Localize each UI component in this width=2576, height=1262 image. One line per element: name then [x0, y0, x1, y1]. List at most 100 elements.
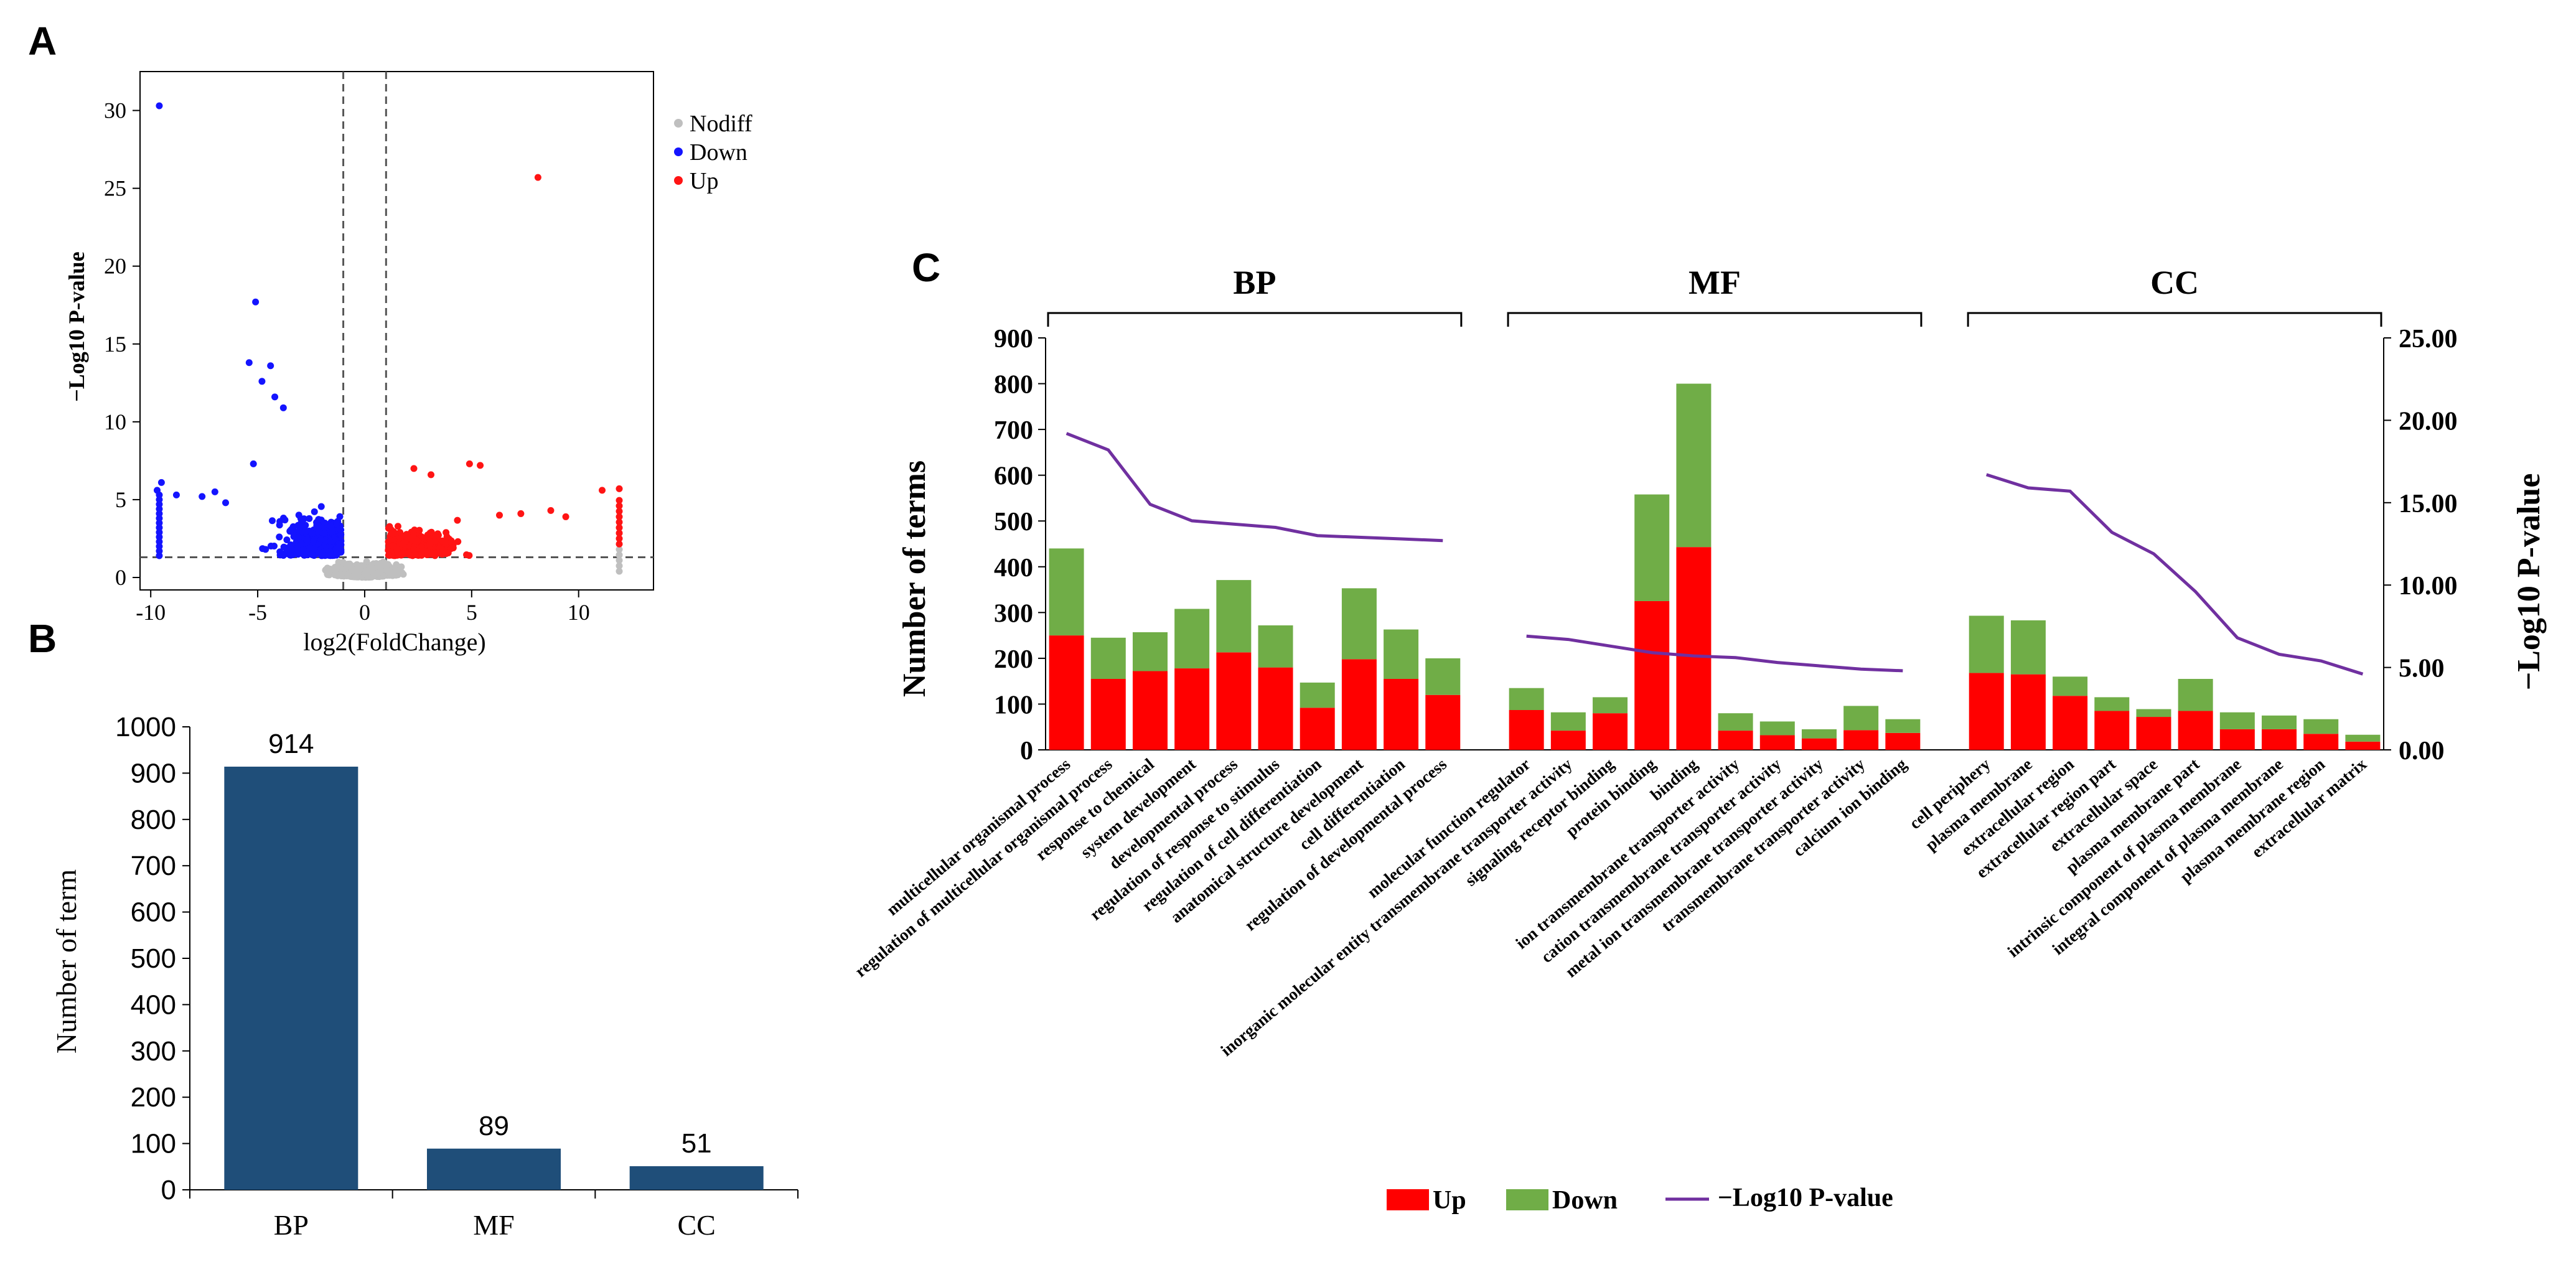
- bar-up: [1216, 652, 1252, 750]
- down-point: [327, 551, 334, 559]
- y-tick-label: 0: [115, 565, 126, 590]
- up-point: [616, 530, 623, 537]
- up-point: [616, 535, 623, 542]
- left-tick-label: 600: [994, 462, 1033, 491]
- left-tick-label: 400: [994, 554, 1033, 582]
- right-tick-label: 5.00: [2399, 655, 2445, 683]
- y-tick-label: 10: [104, 409, 126, 434]
- left-tick-label: 900: [994, 325, 1033, 353]
- bar-down: [2262, 715, 2297, 729]
- up-point: [616, 497, 623, 504]
- bar-down: [1550, 712, 1586, 731]
- down-point: [268, 517, 276, 525]
- x-tick-label-mf: MF: [473, 1209, 514, 1241]
- legend-label-nodiff: Nodiff: [690, 111, 752, 137]
- up-outlier-point: [616, 485, 623, 492]
- up-point: [386, 523, 393, 530]
- up-point: [616, 556, 623, 564]
- left-tick-label: 100: [994, 691, 1033, 719]
- group-bracket-mf: [1507, 312, 1923, 327]
- nodiff-point: [363, 558, 370, 565]
- up-point: [428, 528, 435, 536]
- down-point: [337, 531, 345, 538]
- down-outlier-point: [279, 404, 287, 411]
- legend-marker-down: [674, 147, 683, 156]
- right-tick-label: 10.00: [2399, 572, 2458, 601]
- down-point: [327, 538, 334, 545]
- left-tick-label: 300: [994, 599, 1033, 628]
- legend-label-down-bars: Down: [1552, 1186, 1618, 1215]
- panel-label-c: C: [912, 245, 940, 290]
- bar-down: [1801, 729, 1837, 739]
- bar-down: [2010, 620, 2046, 675]
- legend-marker-up: [674, 176, 683, 185]
- up-point: [447, 537, 455, 545]
- group-title-bp: BP: [1233, 264, 1276, 301]
- bar-up: [1550, 731, 1586, 750]
- bar-up: [2010, 674, 2046, 750]
- bar-down: [1676, 383, 1712, 548]
- down-outlier-point: [154, 487, 161, 494]
- x-tick-label-cc: CC: [677, 1209, 715, 1241]
- up-point: [414, 537, 421, 545]
- nodiff-point: [335, 558, 342, 566]
- y-tick-label: 900: [131, 758, 176, 788]
- down-point: [310, 538, 317, 545]
- nodiff-point: [352, 570, 360, 577]
- bar-bp: [224, 766, 358, 1190]
- nodiff-point: [390, 569, 397, 576]
- bar-up: [2303, 734, 2339, 750]
- data-label-bp: 914: [268, 729, 314, 759]
- legend-swatch-down: [1506, 1189, 1548, 1210]
- group-bracket-bp: [1047, 312, 1463, 327]
- bar-down: [2178, 678, 2213, 711]
- volcano-frame: [139, 71, 654, 591]
- down-point: [335, 543, 343, 551]
- volcano-plot: -10 -5 0 5 10 0 5 10 15 20 25 30: [104, 71, 654, 625]
- up-point: [616, 540, 623, 548]
- volcano-ylabel: −Log10 P-value: [64, 251, 89, 402]
- up-point: [616, 524, 623, 531]
- go-left-ylabel: Number of terms: [897, 460, 932, 697]
- panel-label-a: A: [28, 19, 57, 63]
- nodiff-point: [344, 572, 352, 579]
- down-outlier-point: [222, 499, 229, 507]
- bar-down: [1759, 721, 1795, 736]
- down-point: [267, 543, 274, 550]
- bar-down: [1384, 629, 1419, 679]
- data-label-cc: 51: [681, 1128, 712, 1159]
- pvalue-line-bp: [1066, 432, 1443, 543]
- down-point: [329, 527, 336, 535]
- panel-label-b: B: [28, 616, 57, 661]
- bar-down: [1593, 697, 1628, 714]
- down-point: [300, 546, 307, 553]
- bar-up: [1174, 668, 1210, 750]
- right-tick-label: 0.00: [2399, 737, 2445, 765]
- go-right-ylabel: −Log10 P-value: [2511, 474, 2547, 691]
- up-point: [463, 551, 471, 558]
- down-point: [283, 536, 291, 544]
- legend-marker-nodiff: [674, 119, 683, 128]
- bar-up: [2219, 729, 2255, 750]
- bar-down: [2053, 676, 2088, 696]
- down-point: [281, 516, 289, 524]
- up-point: [616, 502, 623, 510]
- y-tick-label: 400: [131, 989, 176, 1020]
- bar-up: [1258, 667, 1293, 750]
- down-point: [276, 548, 284, 556]
- bar-down: [1132, 632, 1168, 671]
- down-outlier-point: [267, 362, 274, 370]
- down-point: [308, 550, 316, 558]
- up-point: [389, 542, 396, 549]
- group-title-mf: MF: [1688, 264, 1741, 301]
- legend-label-down: Down: [690, 139, 747, 166]
- down-outlier-point: [250, 460, 257, 467]
- y-tick-label: 700: [131, 851, 176, 881]
- bar-down: [2303, 719, 2339, 734]
- y-tick-label: 30: [104, 98, 126, 123]
- group-bracket-cc: [1967, 312, 2382, 327]
- down-outlier-point: [172, 491, 180, 498]
- x-tick-label: 5: [466, 600, 477, 625]
- nodiff-point: [334, 572, 341, 579]
